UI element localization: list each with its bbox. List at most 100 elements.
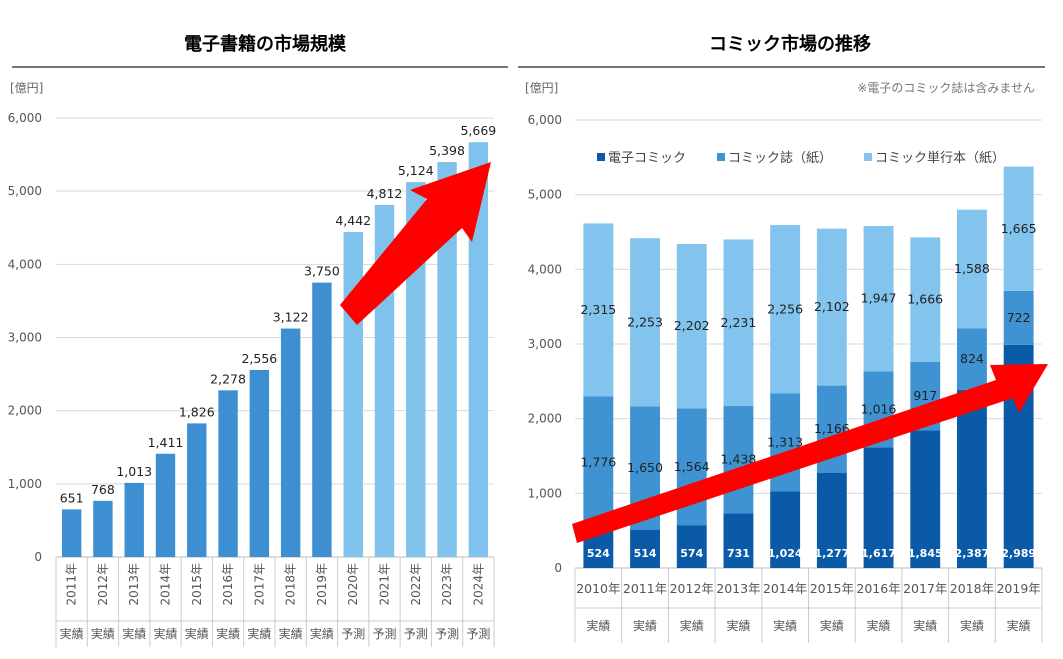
- left-bar-value-label: 768: [91, 482, 115, 497]
- left-x-category-label: 2020年: [346, 563, 360, 606]
- right-bar-segment: [676, 243, 707, 409]
- left-x-status-label: 予測: [372, 627, 396, 641]
- left-unit-label: [億円]: [10, 81, 43, 95]
- right-bar-value-label: 2,231: [721, 315, 757, 330]
- right-chart-title: コミック市場の推移: [709, 33, 871, 55]
- left-x-status-label: 予測: [466, 627, 490, 641]
- right-bar-value-label: 1,666: [907, 292, 943, 307]
- left-bar-value-label: 4,812: [367, 186, 403, 201]
- right-x-category-label: 2018年: [950, 581, 994, 596]
- right-bar-value-label: 1,166: [814, 421, 850, 436]
- right-bar-segment: [723, 513, 754, 568]
- left-bar-value-label: 2,278: [210, 371, 246, 386]
- left-x-category-label: 2014年: [159, 563, 173, 606]
- right-x-category-label: 2015年: [810, 581, 854, 596]
- left-x-category-label: 2015年: [190, 563, 204, 606]
- right-bar-segment: [630, 529, 660, 568]
- right-bar-segment: [957, 389, 987, 568]
- left-x-status-label: 実績: [122, 626, 146, 641]
- left-x-category-label: 2023年: [440, 563, 454, 606]
- left-y-tick-label: 3,000: [8, 331, 42, 345]
- left-bar-value-label: 5,124: [398, 163, 434, 178]
- left-x-status-label: 予測: [341, 627, 365, 641]
- right-y-tick-label: 6,000: [528, 113, 562, 127]
- left-bar-value-label: 2,556: [241, 351, 277, 366]
- right-bar-segment: [816, 228, 847, 386]
- right-x-category-label: 2013年: [716, 581, 760, 596]
- right-bar-value-label: 524: [587, 547, 610, 560]
- right-y-tick-label: 4,000: [528, 262, 562, 276]
- left-x-status-label: 実績: [247, 626, 271, 641]
- right-bar-segment: [723, 406, 754, 514]
- left-bar-value-label: 4,442: [335, 213, 371, 228]
- left-bar-value-label: 651: [60, 490, 84, 505]
- left-bar-value-label: 3,122: [273, 310, 309, 325]
- legend-swatch: [597, 153, 605, 161]
- left-bar: [93, 500, 113, 557]
- right-y-tick-label: 1,000: [528, 486, 562, 500]
- right-bar-value-label: 1,564: [674, 459, 710, 474]
- left-y-tick-label: 6,000: [8, 111, 42, 125]
- right-bar-value-label: 1,665: [1001, 221, 1037, 236]
- right-y-tick-label: 5,000: [528, 188, 562, 202]
- right-chart: コミック市場の推移 [億円] ※電子のコミック誌は含みません 0 1,000 2,0…: [518, 33, 1048, 643]
- right-x-status-label: 実績: [586, 618, 610, 633]
- left-y-tick-label: 0: [34, 550, 42, 564]
- left-y-tick-label: 4,000: [8, 257, 42, 271]
- left-bar: [124, 482, 144, 557]
- right-bar-value-label: 1,024: [768, 547, 803, 560]
- right-y-tick-label: 3,000: [528, 337, 562, 351]
- left-x-category-label: 2021年: [378, 563, 392, 606]
- right-bar-value-label: 917: [913, 388, 937, 403]
- right-bar-segment: [816, 472, 847, 568]
- right-bar-value-label: 1,947: [861, 291, 897, 306]
- left-bar: [155, 453, 176, 557]
- right-y-tick-label: 2,000: [528, 412, 562, 426]
- right-bar-segment: [957, 209, 987, 329]
- right-x-status-label: 実績: [960, 618, 984, 633]
- right-bar-segment: [863, 226, 894, 372]
- left-bar: [406, 182, 426, 557]
- right-x-category-label: 2016年: [856, 581, 900, 596]
- right-x-status-label: 実績: [1007, 618, 1031, 633]
- left-x-status-label: 実績: [279, 626, 303, 641]
- right-bar-segment: [770, 225, 801, 394]
- right-bar-value-label: 2,315: [580, 302, 616, 317]
- left-y-tick-label: 1,000: [8, 477, 42, 491]
- legend-label: コミック単行本（紙）: [875, 150, 1005, 166]
- left-x-category-label: 2013年: [127, 563, 141, 606]
- right-bar-segment: [770, 491, 801, 568]
- right-bar-value-label: 824: [960, 351, 984, 366]
- legend-label: コミック誌（紙）: [728, 150, 832, 166]
- right-bar-segment: [676, 525, 707, 568]
- right-x-status-label: 実績: [867, 618, 891, 633]
- left-x-status-label: 予測: [404, 627, 428, 641]
- left-bar: [187, 423, 207, 557]
- right-bar-segment: [1003, 290, 1034, 345]
- left-x-category-label: 2018年: [284, 563, 298, 606]
- left-bar: [280, 328, 301, 557]
- left-bar: [218, 390, 238, 557]
- right-bar-value-label: 2,387: [955, 547, 990, 560]
- right-growth-arrow: [572, 364, 1048, 543]
- left-bar-value-label: 5,669: [460, 123, 496, 138]
- left-y-tick-label: 5,000: [8, 184, 42, 198]
- right-x-category-label: 2012年: [670, 581, 714, 596]
- right-bar-segment: [630, 238, 660, 407]
- left-bar-value-label: 1,411: [148, 435, 184, 450]
- right-bar-segment: [723, 239, 754, 407]
- right-bar-value-label: 1,438: [721, 452, 757, 467]
- left-x-category-label: 2017年: [252, 563, 266, 606]
- left-x-category-label: 2024年: [471, 563, 485, 606]
- right-bar-value-label: 1,650: [627, 460, 663, 475]
- left-x-status-label: 予測: [435, 627, 459, 641]
- right-x-status-label: 実績: [680, 618, 704, 633]
- right-bar-value-label: 722: [1007, 310, 1031, 325]
- right-bar-segment: [910, 430, 941, 568]
- right-unit-label: [億円]: [525, 81, 558, 95]
- left-bar: [312, 282, 332, 557]
- right-x-status-label: 実績: [773, 618, 797, 633]
- right-bar-value-label: 574: [680, 547, 703, 560]
- right-note: ※電子のコミック誌は含みません: [857, 80, 1035, 95]
